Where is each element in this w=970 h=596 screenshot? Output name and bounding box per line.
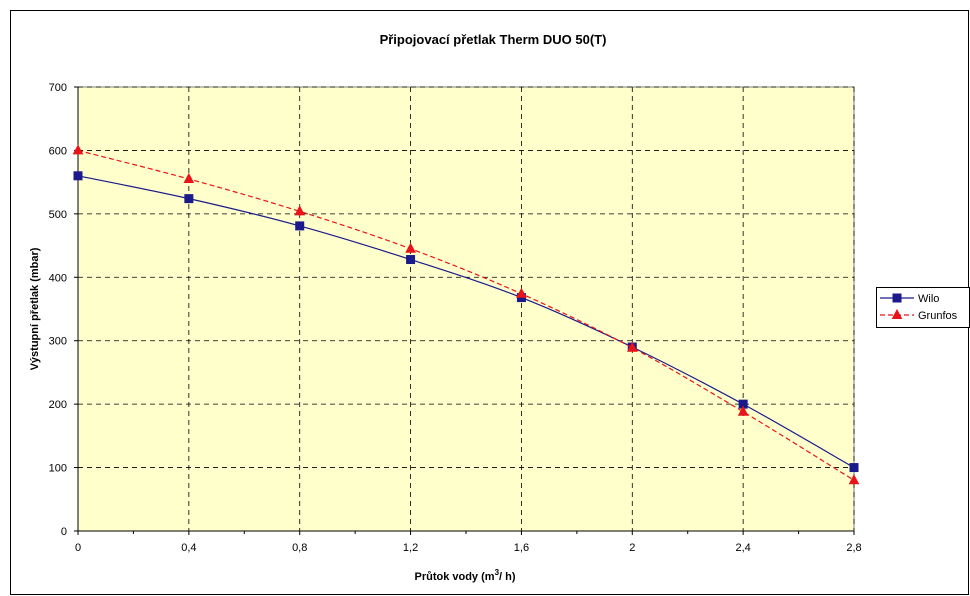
y-tick-label: 600: [49, 145, 67, 157]
legend-marker-wilo: [892, 293, 902, 303]
y-axis-title: Výstupní přetlak (mbar): [29, 247, 41, 370]
y-tick-label: 400: [49, 272, 67, 284]
legend-label-wilo: Wilo: [918, 293, 939, 305]
data-point-grunfos: [626, 341, 638, 352]
data-point-grunfos: [405, 242, 416, 253]
y-tick-label: 700: [49, 82, 67, 94]
x-axis-title-rest: / h): [499, 571, 516, 583]
x-tick-label: 0: [75, 542, 81, 554]
data-point-wilo: [849, 463, 859, 473]
plot-area: [77, 86, 855, 532]
series-line-grunfos: [77, 149, 855, 481]
legend: Wilo Grunfos: [876, 287, 970, 328]
data-point-grunfos: [294, 205, 306, 216]
x-axis-title-main: Průtok vody (m: [414, 571, 494, 583]
legend-marker-grunfos: [891, 308, 903, 319]
grid: [78, 86, 855, 531]
x-tick-label: 2,4: [735, 542, 750, 554]
y-tick-label: 100: [49, 463, 67, 475]
legend-label-grunfos: Grunfos: [918, 310, 958, 322]
x-axis-title-sup: 3: [495, 568, 500, 577]
x-tick-label: 0,8: [292, 542, 307, 554]
x-tick-label: 2,8: [846, 542, 861, 554]
chart-title: Připojovací přetlak Therm DUO 50(T): [380, 32, 607, 47]
x-axis-title: Průtok vody (m3/ h): [414, 568, 515, 583]
y-tick-label: 300: [49, 336, 67, 348]
data-point-wilo: [406, 255, 416, 265]
legend-box: [876, 287, 970, 328]
series-grunfos: [72, 144, 860, 485]
data-point-grunfos: [848, 474, 860, 485]
data-point-grunfos: [737, 405, 749, 416]
axis-ticks: 0 100 200 300 400 500 600 700 0 0,4 0,8 1,2 1,6 2 2,4 2…: [49, 82, 862, 554]
x-tick-label: 0,4: [181, 542, 196, 554]
x-tick-label: 1,2: [403, 542, 418, 554]
series-layer: [72, 144, 860, 485]
series-line-wilo: [77, 175, 855, 469]
y-tick-label: 500: [49, 209, 67, 221]
data-point-wilo: [295, 221, 305, 231]
data-point-wilo: [184, 194, 194, 204]
data-point-grunfos: [183, 172, 195, 183]
data-point-grunfos: [516, 287, 527, 298]
data-point-grunfos: [72, 144, 84, 155]
x-tick-label: 1,6: [514, 542, 529, 554]
data-point-wilo: [73, 171, 83, 181]
y-tick-label: 0: [61, 526, 67, 538]
x-tick-label: 2: [629, 542, 635, 554]
y-tick-label: 200: [49, 399, 67, 411]
